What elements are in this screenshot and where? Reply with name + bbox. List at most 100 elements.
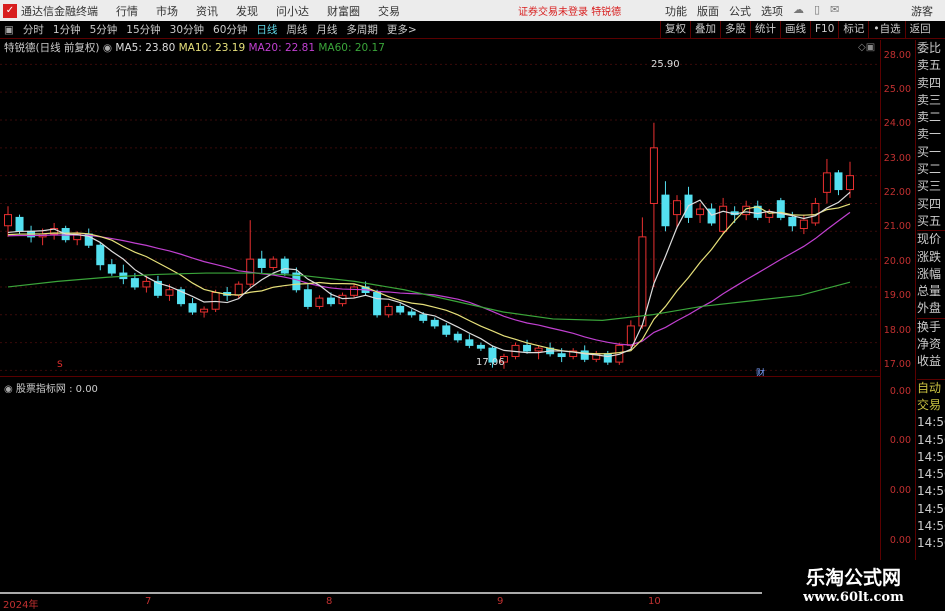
chart-options-icon[interactable]: ◇▣: [858, 42, 876, 53]
candle-body: [719, 205, 728, 232]
period-1min[interactable]: 1分钟: [52, 24, 81, 36]
quote-field-label: 买一: [917, 144, 942, 159]
menu-options[interactable]: 选项: [761, 4, 783, 18]
candle-body: [130, 278, 139, 288]
ma60-value: MA60: 20.17: [318, 42, 385, 54]
menu-trade[interactable]: 交易: [378, 4, 400, 18]
pane-divider[interactable]: [0, 376, 880, 377]
menu-quotes[interactable]: 行情: [116, 4, 138, 18]
quote-field-label: 现价: [917, 230, 945, 248]
auto-trade-label[interactable]: 自动: [917, 378, 945, 397]
watchlist-button[interactable]: •自选: [868, 21, 904, 39]
quote-field-label: 收益: [917, 354, 942, 369]
candle-body: [580, 350, 589, 360]
menu-assistant[interactable]: 问小达: [276, 4, 309, 18]
ma10-value: MA10: 23.19: [178, 42, 246, 54]
candle-body: [846, 175, 854, 191]
quote-field-label: 涨跌: [917, 249, 942, 264]
date-axis: 2024年 7 8 9 10: [0, 592, 880, 611]
period-30min[interactable]: 30分钟: [169, 24, 205, 36]
price-axis: 28.00 25.00 24.00 23.00 22.00 21.00 20.00 19.00…: [880, 40, 916, 590]
indicator-toggle-icon[interactable]: ◉: [4, 384, 13, 395]
date-label: 8: [326, 596, 333, 607]
menu-news[interactable]: 资讯: [196, 4, 218, 18]
auto-trade-label[interactable]: 交易: [917, 397, 942, 412]
app-title: 通达信金融终端: [21, 4, 98, 18]
watermark-line1: 乐淘公式网: [805, 567, 901, 589]
period-multi[interactable]: 多周期: [346, 24, 378, 36]
back-button[interactable]: 返回: [904, 21, 935, 39]
quote-field-label: 委比: [917, 41, 942, 55]
menu-market[interactable]: 市场: [156, 4, 178, 18]
candle-body: [269, 258, 278, 268]
quote-field-label: 涨幅: [917, 266, 942, 281]
candle-body: [822, 172, 831, 193]
overlay-button[interactable]: 叠加: [690, 21, 720, 39]
trade-time: 14:50: [917, 415, 945, 430]
menu-function[interactable]: 功能: [665, 4, 687, 18]
ma20-line: [7, 211, 851, 346]
period-bar: ▣ 分时 1分钟 5分钟 15分钟 30分钟 60分钟 日线 周线 月线 多周期…: [0, 21, 945, 39]
panel-toggle-icon[interactable]: ▣: [4, 23, 14, 36]
menu-wealth[interactable]: 财富圈: [327, 4, 360, 18]
draw-button[interactable]: 画线: [780, 21, 810, 39]
indicator-label: ◉ 股票指标网 : 0.00: [4, 380, 98, 395]
candle-body: [569, 350, 578, 358]
ma10-line: [7, 203, 851, 355]
mark-button[interactable]: 标记: [838, 21, 868, 39]
login-status[interactable]: 证券交易未登录 特锐德: [518, 3, 621, 18]
period-weekly[interactable]: 周线: [286, 24, 308, 36]
candle-body: [603, 353, 612, 363]
phone-icon[interactable]: ▯: [814, 2, 821, 16]
period-monthly[interactable]: 月线: [316, 24, 338, 36]
period-15min[interactable]: 15分钟: [126, 24, 161, 36]
date-label: 10: [648, 596, 661, 607]
period-daily[interactable]: 日线: [256, 24, 278, 36]
candle-body: [419, 314, 428, 321]
candle-body: [661, 194, 670, 227]
cloud-icon[interactable]: ☁: [793, 2, 804, 16]
ma-toggle-icon[interactable]: ◉: [102, 42, 113, 54]
quote-field-label: 换手: [917, 317, 945, 336]
candle-body: [523, 344, 532, 352]
menu-layout[interactable]: 版面: [697, 4, 719, 18]
candle-body: [430, 319, 439, 327]
price-tick: 24.00: [883, 118, 911, 129]
price-tick: 23.00: [883, 153, 911, 164]
candle-body: [453, 333, 462, 341]
price-tick: 17.00: [883, 359, 911, 370]
period-more[interactable]: 更多>: [386, 24, 417, 36]
period-5min[interactable]: 5分钟: [89, 24, 118, 36]
kline-chart[interactable]: [0, 56, 880, 376]
candle-body: [280, 258, 289, 274]
quote-panel: 委比 卖五 卖四 卖三 卖二 卖一 买一 买二 买三 买四 买五 现价 涨跌 涨幅 总量 外盘 换手 净资 收益 自动…: [917, 40, 945, 590]
f10-button[interactable]: F10: [810, 21, 838, 39]
mail-icon[interactable]: ✉: [830, 2, 840, 16]
login-status-text: 证券交易未登录: [518, 7, 588, 18]
candle-body: [476, 344, 485, 349]
quote-field-label: 卖一: [917, 127, 942, 142]
trade-time: 14:50: [917, 501, 945, 516]
menu-discover[interactable]: 发现: [236, 4, 258, 18]
candle-body: [4, 214, 12, 227]
menu-formula[interactable]: 公式: [729, 4, 751, 18]
adjust-button[interactable]: 复权: [660, 21, 690, 39]
candle-body: [177, 289, 186, 305]
candle-body: [776, 200, 785, 218]
user-label[interactable]: 游客: [911, 4, 933, 18]
period-60min[interactable]: 60分钟: [213, 24, 248, 36]
candle-body: [499, 356, 508, 363]
multi-stock-button[interactable]: 多股: [720, 21, 750, 39]
price-tick: 25.00: [883, 84, 911, 95]
quote-field-label: 买三: [917, 179, 942, 194]
finance-mark[interactable]: 财: [756, 369, 766, 379]
stats-button[interactable]: 统计: [750, 21, 780, 39]
candle-body: [465, 339, 474, 346]
indicator-tick: 0.00: [889, 535, 911, 546]
candle-body: [396, 305, 405, 313]
candle-body: [142, 280, 151, 288]
candle-body: [303, 289, 312, 307]
high-label: 25.90: [651, 59, 680, 70]
candle-body: [107, 264, 116, 274]
period-tick[interactable]: 分时: [22, 24, 44, 36]
